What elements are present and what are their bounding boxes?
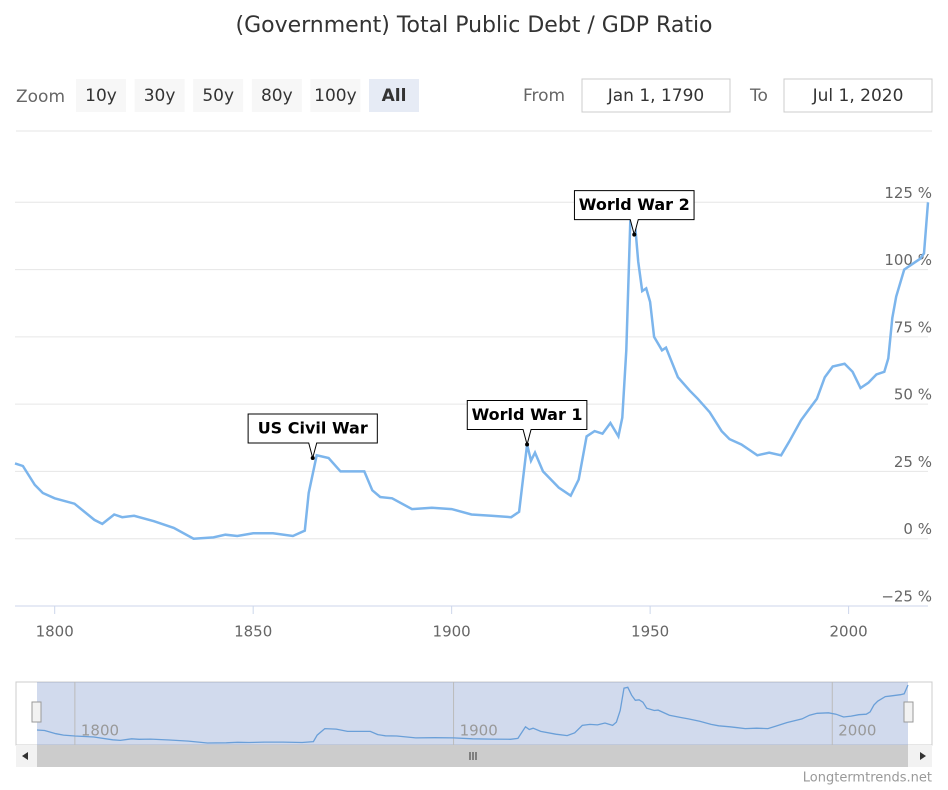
x-tick-label: 1950 bbox=[631, 623, 669, 641]
navigator-line bbox=[36, 684, 909, 744]
annotation-box bbox=[573, 190, 695, 237]
navigator-tick-label: 2000 bbox=[838, 722, 876, 740]
zoom-button-label: 100y bbox=[314, 86, 357, 106]
annotation-label: US Civil War bbox=[258, 418, 368, 437]
chart-title: (Government) Total Public Debt / GDP Rat… bbox=[235, 13, 712, 38]
zoom-button[interactable] bbox=[369, 79, 419, 112]
to-value: Jul 1, 2020 bbox=[812, 86, 904, 106]
zoom-button-label: 80y bbox=[261, 86, 293, 106]
navigator-tick-label: 1900 bbox=[460, 722, 498, 740]
x-tick-label: 1850 bbox=[234, 623, 272, 641]
annotation-point bbox=[310, 455, 315, 460]
zoom-button-label: 10y bbox=[85, 86, 117, 106]
annotation-box bbox=[466, 400, 588, 447]
annotation-point bbox=[525, 442, 530, 447]
y-tick-label: 25 % bbox=[894, 453, 932, 471]
y-tick-label: 0 % bbox=[903, 520, 932, 538]
navigator-handle[interactable] bbox=[31, 701, 42, 723]
credits[interactable]: Longtermtrends.net bbox=[803, 771, 932, 786]
annotation-label: World War 1 bbox=[472, 405, 583, 424]
zoom-button[interactable] bbox=[193, 79, 244, 112]
zoom-button[interactable] bbox=[310, 79, 361, 112]
zoom-button-label: 30y bbox=[144, 86, 176, 106]
annotation: US Civil War bbox=[247, 413, 378, 460]
annotation: World War 2 bbox=[573, 190, 695, 237]
zoom-button[interactable] bbox=[134, 79, 185, 112]
y-tick-label: 75 % bbox=[894, 318, 932, 336]
annotation-box bbox=[247, 413, 378, 460]
scrollbar-grip bbox=[469, 752, 477, 760]
navigator-tick-label: 1800 bbox=[81, 722, 119, 740]
to-input[interactable] bbox=[783, 78, 933, 113]
from-input[interactable] bbox=[581, 78, 731, 113]
zoom-button[interactable] bbox=[251, 79, 302, 112]
annotation-point bbox=[632, 232, 637, 237]
zoom-button-label: 50y bbox=[202, 86, 234, 106]
y-tick-label: 125 % bbox=[884, 184, 932, 202]
zoom-label: Zoom bbox=[16, 87, 65, 107]
navigator-mask[interactable] bbox=[37, 682, 908, 745]
y-tick-label: −25 % bbox=[881, 588, 932, 606]
from-label: From bbox=[523, 86, 565, 106]
x-tick-label: 1900 bbox=[433, 623, 471, 641]
annotation-label: World War 2 bbox=[579, 195, 690, 214]
y-tick-label: 100 % bbox=[884, 251, 932, 269]
zoom-button-label: All bbox=[382, 86, 407, 106]
y-tick-label: 50 % bbox=[894, 386, 932, 404]
navigator-handle[interactable] bbox=[903, 701, 914, 723]
x-tick-label: 2000 bbox=[830, 623, 868, 641]
x-tick-label: 1800 bbox=[36, 623, 74, 641]
zoom-button[interactable] bbox=[76, 79, 126, 112]
to-label: To bbox=[749, 86, 768, 106]
from-value: Jan 1, 1790 bbox=[607, 86, 705, 106]
annotation: World War 1 bbox=[466, 400, 588, 447]
data-line bbox=[14, 202, 930, 540]
